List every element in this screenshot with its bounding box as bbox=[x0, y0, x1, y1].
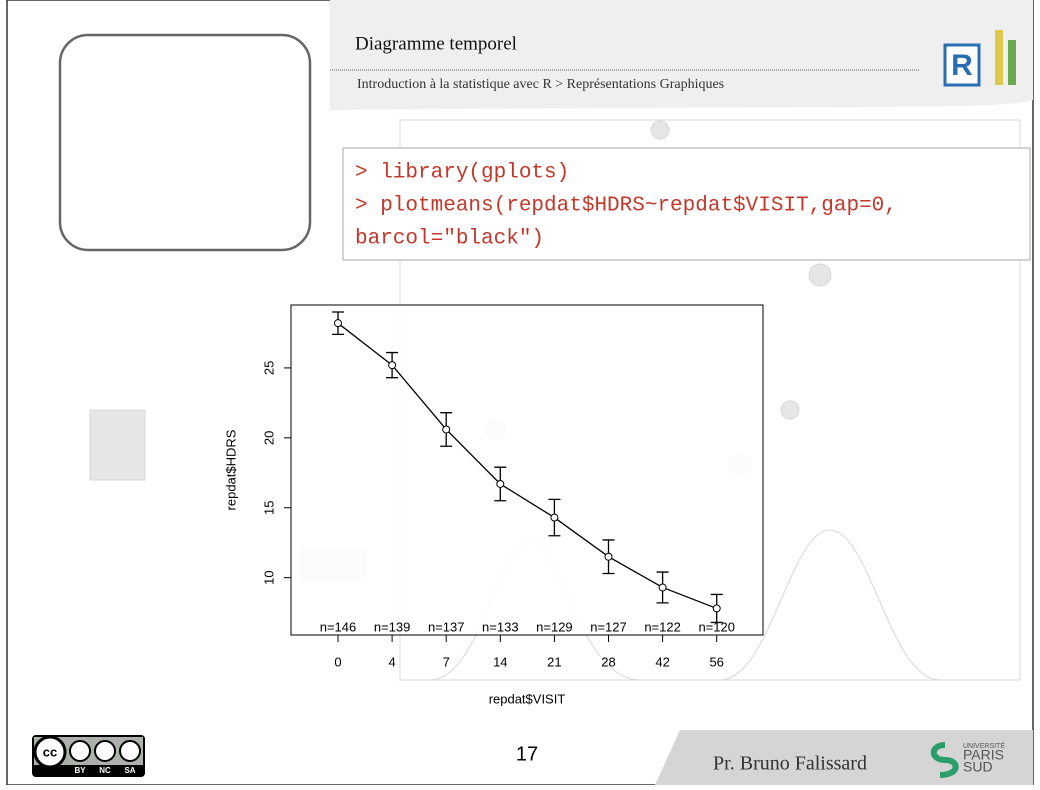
license-term: BY bbox=[74, 766, 86, 775]
mean-point bbox=[335, 320, 342, 327]
author: Pr. Bruno Falissard bbox=[713, 753, 867, 775]
n-label: n=129 bbox=[536, 619, 573, 634]
code-line: barcol="black") bbox=[355, 228, 544, 251]
n-label: n=139 bbox=[374, 619, 411, 634]
n-label: n=127 bbox=[590, 619, 627, 634]
license-term: NC bbox=[99, 766, 111, 775]
mean-point bbox=[443, 426, 450, 433]
n-label: n=137 bbox=[428, 619, 465, 634]
mean-point bbox=[389, 362, 396, 369]
y-tick-label: 25 bbox=[261, 361, 276, 375]
mean-point bbox=[551, 514, 558, 521]
slide-title: Diagramme temporel bbox=[355, 33, 517, 54]
license-badge: cc BY NC SA bbox=[32, 735, 145, 777]
n-label: n=146 bbox=[320, 619, 357, 634]
page-number: 17 bbox=[516, 743, 538, 765]
x-tick-label: 56 bbox=[709, 654, 723, 669]
x-tick-label: 14 bbox=[493, 654, 507, 669]
y-tick-label: 20 bbox=[261, 431, 276, 445]
x-tick-label: 42 bbox=[655, 654, 669, 669]
y-tick-label: 15 bbox=[261, 501, 276, 515]
svg-text:R: R bbox=[951, 49, 973, 82]
mean-point bbox=[605, 553, 612, 560]
n-label: n=133 bbox=[482, 619, 519, 634]
mean-point bbox=[497, 480, 504, 487]
mean-point bbox=[659, 584, 666, 591]
code-line: > plotmeans(repdat$HDRS~repdat$VISIT,gap… bbox=[355, 195, 897, 218]
placeholder-box bbox=[60, 35, 310, 250]
x-axis-label: repdat$VISIT bbox=[489, 691, 566, 706]
y-tick-label: 10 bbox=[261, 570, 276, 584]
x-tick-label: 28 bbox=[601, 654, 615, 669]
license-term: SA bbox=[124, 766, 135, 775]
university-text: SUD bbox=[963, 759, 993, 775]
code-line: > library(gplots) bbox=[355, 162, 569, 185]
x-tick-label: 21 bbox=[547, 654, 561, 669]
y-axis-label: repdat$HDRS bbox=[223, 429, 238, 510]
svg-text:cc: cc bbox=[43, 744, 57, 759]
mean-point bbox=[713, 605, 720, 612]
x-tick-label: 4 bbox=[388, 654, 395, 669]
slide: Diagramme temporel Introduction à la sta… bbox=[0, 0, 1040, 785]
x-tick-label: 0 bbox=[334, 654, 341, 669]
breadcrumb: Introduction à la statistique avec R > R… bbox=[357, 77, 724, 92]
x-tick-label: 7 bbox=[443, 654, 450, 669]
plot-frame bbox=[291, 305, 763, 635]
n-label: n=122 bbox=[644, 619, 681, 634]
